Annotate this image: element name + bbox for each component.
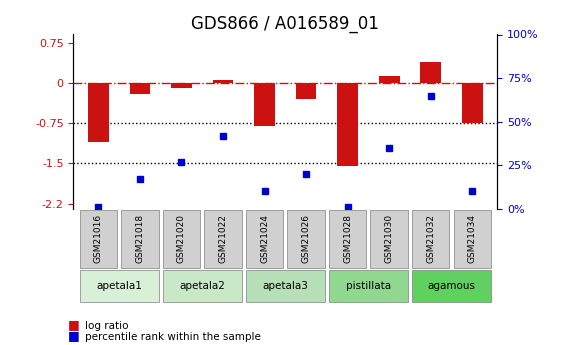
FancyBboxPatch shape [412,270,491,302]
Text: pistillata: pistillata [346,281,391,291]
Bar [212,80,233,83]
FancyBboxPatch shape [288,210,325,267]
Text: apetala1: apetala1 [96,281,142,291]
Text: GSM21018: GSM21018 [136,214,145,263]
Text: GSM21032: GSM21032 [426,214,435,263]
Bar [379,76,399,83]
FancyBboxPatch shape [163,210,200,267]
Bar [129,83,150,93]
Text: GSM21028: GSM21028 [343,214,352,263]
FancyBboxPatch shape [121,210,159,267]
Text: GSM21026: GSM21026 [302,214,311,263]
Text: ■: ■ [68,318,80,331]
Text: GSM21034: GSM21034 [468,214,477,263]
Bar [295,83,316,99]
FancyBboxPatch shape [329,210,366,267]
Text: GSM21030: GSM21030 [385,214,394,263]
Text: apetala2: apetala2 [179,281,225,291]
Text: GSM21020: GSM21020 [177,214,186,263]
Bar [337,83,358,166]
Bar [171,83,192,88]
FancyBboxPatch shape [454,210,491,267]
FancyBboxPatch shape [246,270,325,302]
FancyBboxPatch shape [329,270,408,302]
Text: GSM21022: GSM21022 [219,214,228,263]
Text: agamous: agamous [428,281,476,291]
Text: log ratio: log ratio [85,321,128,331]
FancyBboxPatch shape [163,270,242,302]
FancyBboxPatch shape [371,210,408,267]
FancyBboxPatch shape [205,210,242,267]
FancyBboxPatch shape [80,210,117,267]
Text: GSM21016: GSM21016 [94,214,103,263]
Bar [254,83,275,126]
Title: GDS866 / A016589_01: GDS866 / A016589_01 [192,15,379,33]
FancyBboxPatch shape [246,210,283,267]
FancyBboxPatch shape [80,270,159,302]
Bar [462,83,483,123]
Bar [88,83,108,142]
Text: ■: ■ [68,328,80,342]
Text: percentile rank within the sample: percentile rank within the sample [85,332,260,342]
Bar [420,62,441,83]
FancyBboxPatch shape [412,210,449,267]
Text: apetala3: apetala3 [262,281,308,291]
Text: GSM21024: GSM21024 [260,214,269,263]
